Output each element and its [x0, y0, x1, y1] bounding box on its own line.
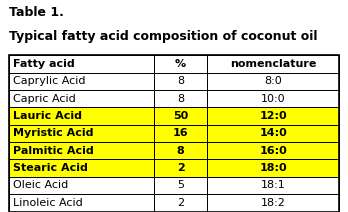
Bar	[9, 55, 154, 73]
Bar	[9, 73, 154, 90]
Text: 16:0: 16:0	[259, 146, 287, 156]
Bar	[154, 107, 207, 125]
Text: Capric Acid: Capric Acid	[13, 93, 76, 104]
Bar	[9, 55, 339, 212]
Text: 18:1: 18:1	[261, 180, 286, 191]
Bar	[207, 125, 339, 142]
Text: Typical fatty acid composition of coconut oil: Typical fatty acid composition of coconu…	[9, 30, 317, 43]
Bar	[154, 177, 207, 194]
Text: 5: 5	[177, 180, 184, 191]
Text: 50: 50	[173, 111, 188, 121]
Text: 2: 2	[177, 163, 184, 173]
Text: 18:0: 18:0	[259, 163, 287, 173]
Bar	[207, 142, 339, 159]
Bar	[207, 107, 339, 125]
Text: Table 1.: Table 1.	[9, 6, 64, 19]
Text: 2: 2	[177, 198, 184, 208]
Text: 10:0: 10:0	[261, 93, 285, 104]
Bar	[207, 194, 339, 212]
Bar	[154, 90, 207, 107]
Text: Myristic Acid: Myristic Acid	[13, 128, 93, 138]
Bar	[154, 142, 207, 159]
Bar	[154, 125, 207, 142]
Text: 12:0: 12:0	[259, 111, 287, 121]
Bar	[9, 90, 154, 107]
Text: 16: 16	[173, 128, 188, 138]
Bar	[9, 125, 154, 142]
Bar	[207, 177, 339, 194]
Text: Stearic Acid: Stearic Acid	[13, 163, 88, 173]
Text: 8:0: 8:0	[264, 76, 282, 86]
Text: Fatty acid: Fatty acid	[13, 59, 74, 69]
Bar	[9, 107, 154, 125]
Text: Oleic Acid: Oleic Acid	[13, 180, 68, 191]
Text: 18:2: 18:2	[261, 198, 286, 208]
Bar	[207, 159, 339, 177]
Bar	[207, 73, 339, 90]
Bar	[154, 159, 207, 177]
Bar	[9, 194, 154, 212]
Text: nomenclature: nomenclature	[230, 59, 316, 69]
Bar	[9, 159, 154, 177]
Bar	[207, 55, 339, 73]
Text: Linoleic Acid: Linoleic Acid	[13, 198, 82, 208]
Bar	[9, 142, 154, 159]
Text: %: %	[175, 59, 186, 69]
Text: Lauric Acid: Lauric Acid	[13, 111, 82, 121]
Text: 8: 8	[177, 76, 184, 86]
Bar	[154, 73, 207, 90]
Bar	[9, 177, 154, 194]
Text: 8: 8	[177, 93, 184, 104]
Text: 14:0: 14:0	[259, 128, 287, 138]
Text: 8: 8	[177, 146, 184, 156]
Bar	[154, 194, 207, 212]
Text: Caprylic Acid: Caprylic Acid	[13, 76, 85, 86]
Bar	[154, 55, 207, 73]
Bar	[207, 90, 339, 107]
Text: Palmitic Acid: Palmitic Acid	[13, 146, 94, 156]
